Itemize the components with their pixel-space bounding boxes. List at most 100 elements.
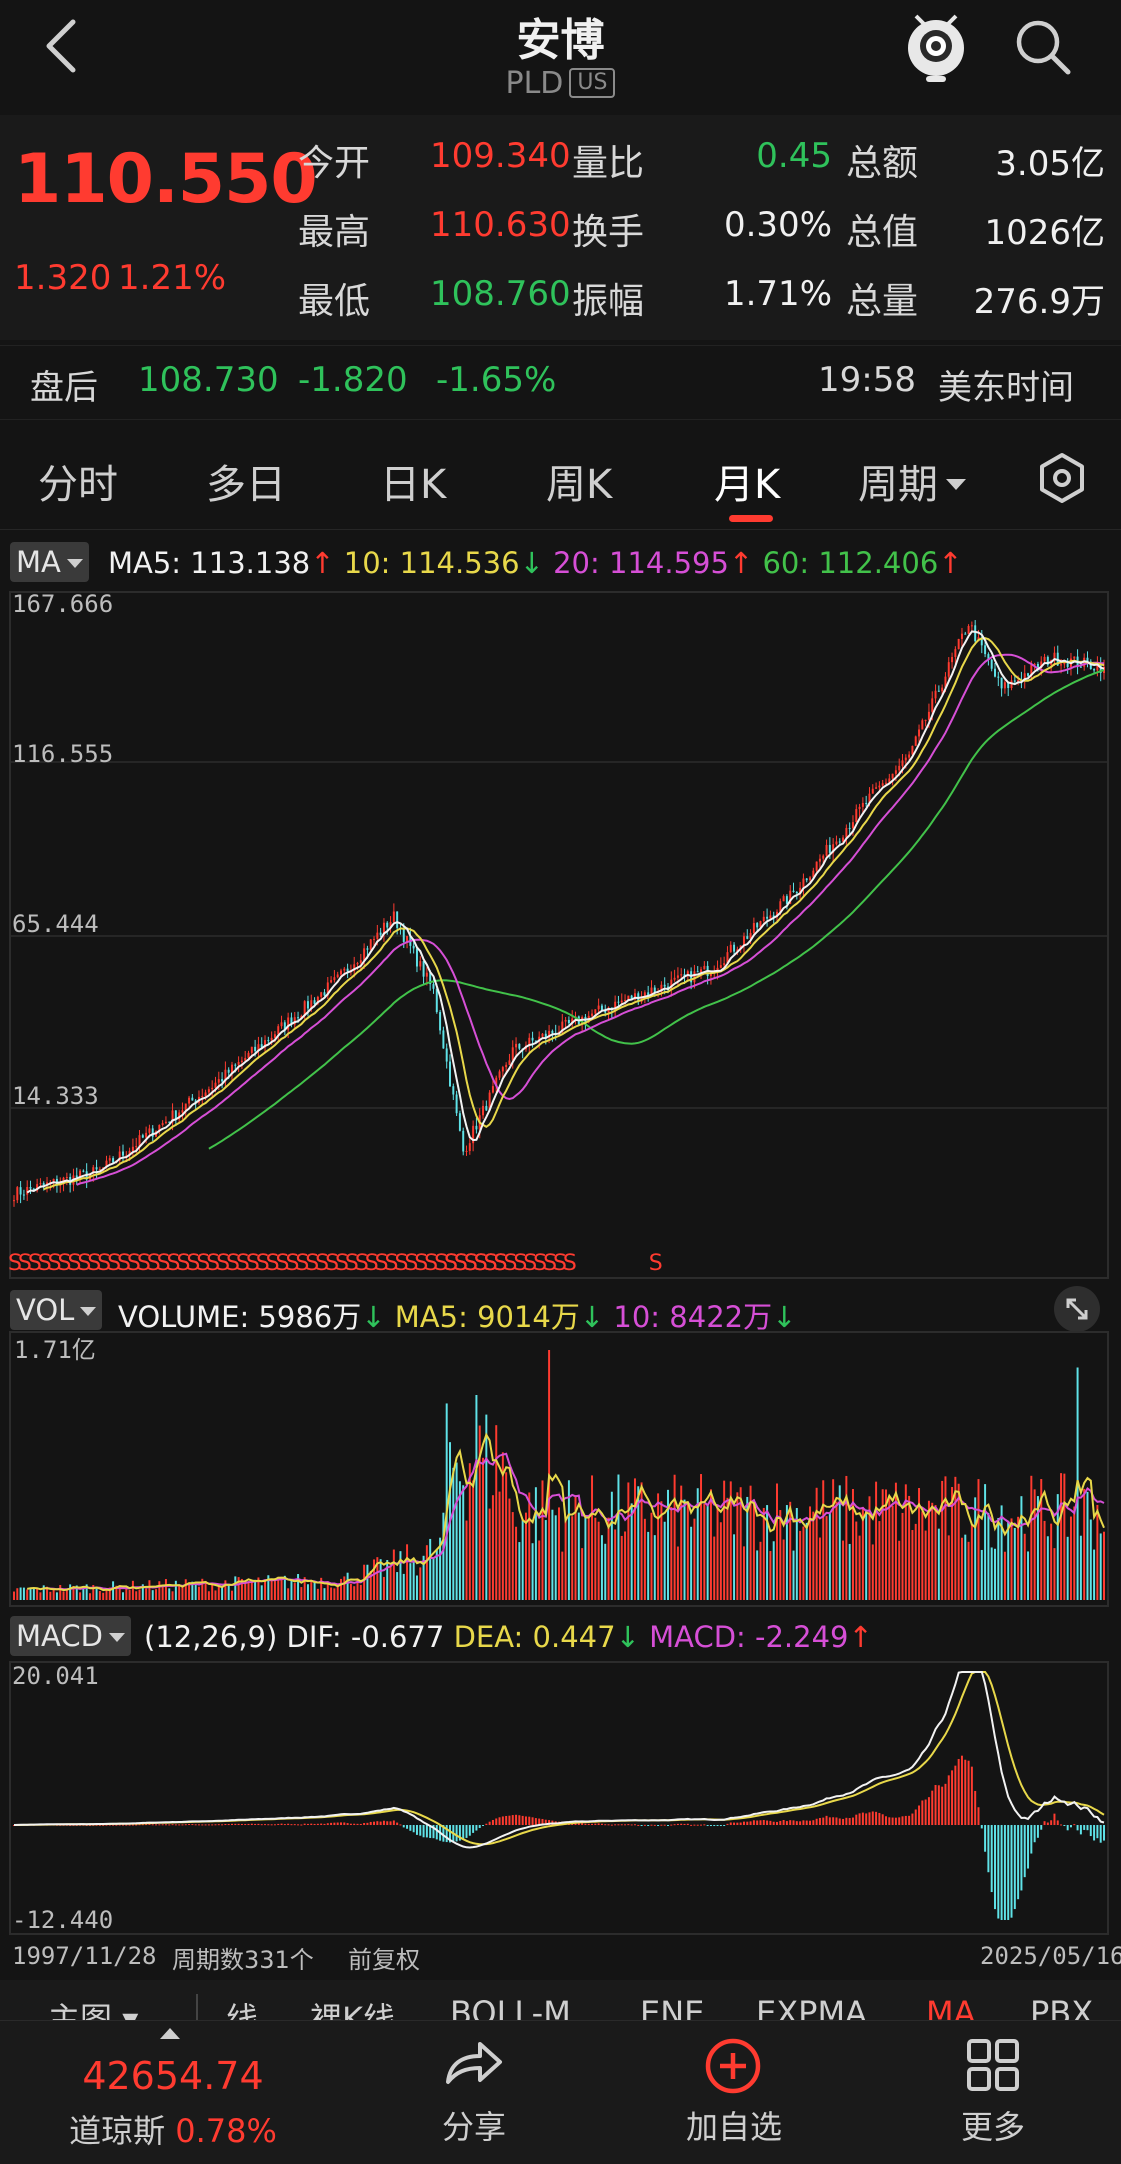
- index-info[interactable]: 道琼斯 0.78%: [0, 2106, 346, 2152]
- macd-bar: [597, 1823, 600, 1826]
- volume-bar: [148, 1580, 151, 1600]
- sell-marker: S: [305, 1251, 319, 1276]
- tab-weekly-k[interactable]: 周K: [546, 462, 613, 508]
- tab-multi-day[interactable]: 多日: [206, 462, 286, 508]
- indicator-main-tab[interactable]: 主图 ▾: [48, 1994, 138, 2020]
- macd-bar: [188, 1823, 191, 1826]
- volume-bar: [901, 1512, 904, 1600]
- candle-body: [316, 996, 319, 1004]
- volume-bar: [528, 1492, 531, 1600]
- candle-body: [944, 676, 947, 688]
- indicator-tab-boll[interactable]: BOLL-M: [450, 1994, 571, 2020]
- candle-body: [16, 1187, 19, 1201]
- quote-panel: [0, 115, 1121, 340]
- volume-bar: [161, 1586, 164, 1600]
- macd-bar: [82, 1824, 85, 1826]
- amplitude-value: 1.71%: [723, 274, 832, 314]
- volume-bar: [244, 1582, 247, 1600]
- after-hours-time: 19:58: [818, 360, 916, 400]
- tab-monthly-k[interactable]: 月K: [714, 462, 781, 508]
- macd-bar: [739, 1822, 742, 1826]
- expand-chart-button[interactable]: [1054, 1286, 1100, 1332]
- macd-bar: [927, 1797, 930, 1826]
- macd-bar: [505, 1815, 508, 1826]
- candle-body: [591, 1013, 594, 1016]
- share-button[interactable]: [440, 2036, 506, 2092]
- sell-marker: S: [494, 1251, 508, 1276]
- volume-bar: [541, 1480, 544, 1600]
- volume-bar: [1036, 1496, 1039, 1600]
- ma-selector-button[interactable]: MA: [10, 542, 89, 582]
- tab-period[interactable]: 周期: [858, 452, 966, 510]
- volume-bar: [1099, 1533, 1102, 1600]
- volume-bar: [267, 1575, 270, 1600]
- more-button[interactable]: [966, 2038, 1020, 2092]
- search-button[interactable]: [1010, 14, 1074, 78]
- volume-bar: [657, 1493, 660, 1600]
- tab-intraday[interactable]: 分时: [38, 462, 118, 508]
- candle-body: [201, 1096, 204, 1098]
- volume-bar: [637, 1486, 640, 1600]
- sell-marker: S: [246, 1251, 260, 1276]
- macd-bar: [749, 1821, 752, 1826]
- tab-daily-k[interactable]: 日K: [380, 462, 447, 508]
- candle-body: [891, 773, 894, 779]
- sell-marker: S: [226, 1251, 240, 1276]
- indicator-tab-ene[interactable]: ENE: [640, 1994, 705, 2020]
- macd-selector-button[interactable]: MACD: [10, 1616, 131, 1656]
- volume-bar: [997, 1517, 1000, 1600]
- macd-bar: [607, 1824, 610, 1826]
- volume-bar: [59, 1584, 62, 1600]
- macd-bar: [211, 1824, 214, 1826]
- indicator-tab-expma[interactable]: EXPMA: [756, 1994, 867, 2020]
- macd-bar: [818, 1817, 821, 1826]
- volume-bar: [815, 1487, 818, 1600]
- volume-bar: [911, 1530, 914, 1600]
- macd-bar: [894, 1817, 897, 1826]
- back-button[interactable]: [36, 16, 86, 76]
- chevron-up-icon[interactable]: [160, 2028, 180, 2039]
- price-change: 1.320: [14, 258, 112, 298]
- sell-marker: S: [97, 1251, 111, 1276]
- sell-marker: S: [355, 1251, 369, 1276]
- macd-bar: [498, 1817, 501, 1826]
- period-count: 周期数331个: [172, 1946, 314, 1974]
- candle-body: [951, 656, 954, 663]
- candle-body: [475, 1125, 478, 1130]
- macd-bar: [181, 1824, 184, 1826]
- indicator-tab-ma[interactable]: MA: [926, 1994, 976, 2020]
- price-chart[interactable]: SSSSSSSSSSSSSSSSSSSSSSSSSSSSSSSSSSSSSSSS…: [0, 586, 1121, 1282]
- candle-body: [158, 1124, 161, 1132]
- indicator-tab-line[interactable]: 线: [226, 2000, 259, 2020]
- volume-bar: [918, 1488, 921, 1600]
- indicator-tab-pbx[interactable]: PBX: [1030, 1994, 1094, 2020]
- candle-body: [825, 844, 828, 856]
- macd-bar: [617, 1824, 620, 1826]
- macd-bar: [478, 1825, 481, 1828]
- vol-selector-button[interactable]: VOL: [10, 1290, 103, 1330]
- volume-bar: [855, 1521, 858, 1600]
- volume-bar: [690, 1526, 693, 1600]
- volume-bar: [455, 1462, 458, 1600]
- add-watchlist-button[interactable]: [703, 2036, 763, 2096]
- volume-bar: [878, 1521, 881, 1600]
- macd-bar: [663, 1824, 666, 1826]
- sell-marker: S: [464, 1251, 478, 1276]
- sell-marker: S: [137, 1251, 151, 1276]
- macd-bar: [538, 1818, 541, 1826]
- macd-bar: [772, 1821, 775, 1826]
- more-label[interactable]: 更多: [960, 2108, 1025, 2146]
- share-label[interactable]: 分享: [441, 2108, 506, 2146]
- candle-body: [875, 787, 878, 789]
- index-value[interactable]: 42654.74: [82, 2054, 264, 2098]
- candle-body: [703, 965, 706, 970]
- macd-chart[interactable]: 20.041 -12.440: [0, 1660, 1121, 1936]
- indicator-tab-bare-k[interactable]: 裸K线: [310, 2000, 395, 2020]
- candle-body: [303, 1001, 306, 1017]
- chart-settings-button[interactable]: [1036, 452, 1088, 504]
- assistant-robot-icon[interactable]: [904, 10, 968, 84]
- add-watchlist-label[interactable]: 加自选: [685, 2108, 782, 2146]
- candle-body: [415, 948, 418, 967]
- volume-chart[interactable]: 1.71亿: [0, 1330, 1121, 1610]
- macd-bar: [148, 1823, 151, 1826]
